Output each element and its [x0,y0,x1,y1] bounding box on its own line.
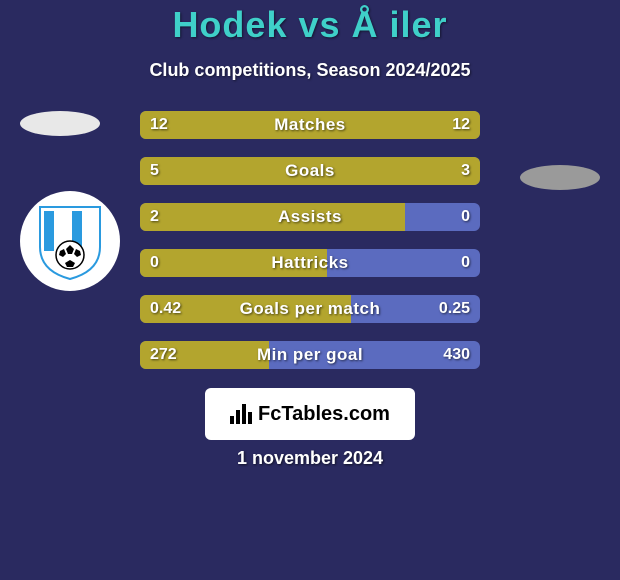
stat-row: 272430Min per goal [140,341,480,369]
fctables-logo-text: FcTables.com [258,403,390,426]
player2-avatar-placeholder [520,165,600,190]
stat-label: Min per goal [140,341,480,369]
comparison-subtitle: Club competitions, Season 2024/2025 [0,60,620,81]
stat-row: 0.420.25Goals per match [140,295,480,323]
stat-row: 53Goals [140,157,480,185]
stat-label: Hattricks [140,249,480,277]
player1-club-badge [20,191,120,291]
bar-chart-icon [230,404,252,424]
snapshot-date: 1 november 2024 [0,448,620,469]
stat-row: 20Assists [140,203,480,231]
fctables-logo: FcTables.com [205,388,415,440]
comparison-title: Hodek vs Å iler [0,0,620,46]
stat-row: 1212Matches [140,111,480,139]
stat-label: Matches [140,111,480,139]
stat-label: Assists [140,203,480,231]
stat-row: 00Hattricks [140,249,480,277]
stat-label: Goals [140,157,480,185]
comparison-bars: 1212Matches 53Goals 20Assists 00Hattricks 0.… [140,111,480,387]
stat-label: Goals per match [140,295,480,323]
player1-avatar-placeholder [20,111,100,136]
club-badge-icon [28,199,112,283]
